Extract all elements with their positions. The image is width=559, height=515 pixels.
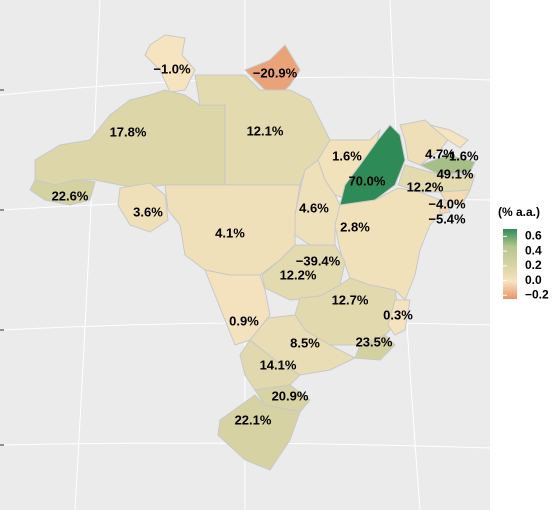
- region: [244, 44, 301, 101]
- value-label: 23.5%: [356, 334, 393, 349]
- value-label: 12.1%: [247, 123, 284, 138]
- colorbar: [503, 229, 517, 299]
- value-label: −39.4%: [296, 253, 341, 268]
- value-label: 12.7%: [332, 292, 369, 307]
- value-label: −1.6%: [441, 148, 479, 163]
- value-label: −5.4%: [428, 211, 466, 226]
- value-label: 0.3%: [383, 307, 413, 322]
- region: [117, 182, 169, 233]
- region: [387, 299, 411, 336]
- region: [418, 154, 476, 176]
- value-label: 0.9%: [229, 313, 259, 328]
- region: [29, 179, 96, 206]
- legend-title: (% a.a.): [498, 205, 540, 219]
- value-label: −4.0%: [428, 196, 466, 211]
- regions: [29, 34, 476, 471]
- region: [429, 124, 469, 149]
- region: [439, 189, 471, 206]
- value-label: 49.1%: [437, 166, 474, 181]
- value-label: 20.9%: [272, 388, 309, 403]
- value-label: 12.2%: [280, 267, 317, 282]
- value-label: 4.7%: [425, 146, 455, 161]
- region: [354, 334, 396, 361]
- legend: −0.20.00.20.40.6: [503, 229, 549, 301]
- value-label: 12.2%: [407, 179, 444, 194]
- axis-ticks: [0, 89, 4, 446]
- region: [217, 394, 301, 471]
- value-label: −1.0%: [153, 61, 191, 76]
- region: [399, 119, 449, 166]
- value-label: 22.6%: [52, 188, 89, 203]
- labels: −1.0% −20.9% 17.8% 12.1% 1.6% 70.0% 4.7%−1.6% 4…: [52, 61, 479, 427]
- colorbar-tick-label: 0.4: [525, 243, 542, 257]
- value-label: 70.0%: [349, 173, 386, 188]
- value-label: 2.8%: [340, 219, 370, 234]
- value-label: −20.9%: [253, 65, 298, 80]
- colorbar-tick-label: 0.2: [525, 258, 542, 272]
- colorbar-tick-label: −0.2: [525, 287, 549, 301]
- value-label: 4.1%: [215, 225, 245, 240]
- value-label: 4.6%: [299, 200, 329, 215]
- region: [294, 159, 341, 246]
- value-label: 1.6%: [332, 148, 362, 163]
- colorbar-tick-label: 0.0: [525, 273, 542, 287]
- value-label: 3.6%: [133, 204, 163, 219]
- value-label: 14.1%: [260, 357, 297, 372]
- value-label: 8.5%: [290, 335, 320, 350]
- value-label: 22.1%: [235, 412, 272, 427]
- region: [144, 34, 196, 93]
- colorbar-tick-label: 0.6: [525, 229, 542, 243]
- value-label: 17.8%: [110, 124, 147, 139]
